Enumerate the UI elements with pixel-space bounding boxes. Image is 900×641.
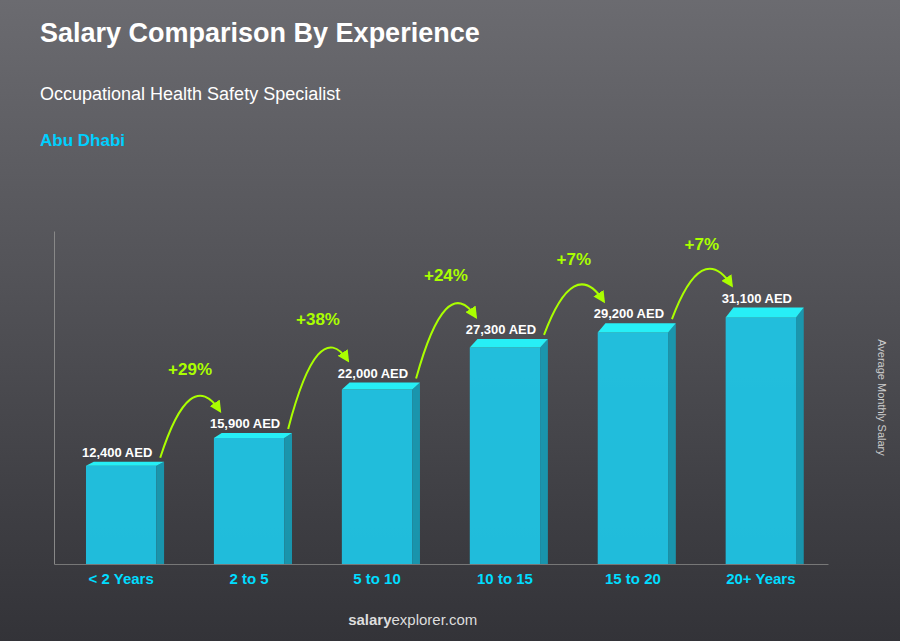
change-label: +29% [168,360,212,379]
bar-front [726,317,796,564]
change-label: +7% [557,250,592,269]
value-label: 31,100 AED [722,291,792,306]
bar-side [284,433,292,564]
bar-front [214,438,284,564]
chart: Salary Comparison By Experience Occupatio… [0,0,900,641]
change-arrow [160,396,220,458]
watermark-bold: salary [348,611,392,628]
x-tick: 2 to 5 [230,564,269,587]
x-tick: 15 to 20 [605,564,661,587]
bar-top [342,383,420,390]
bar-side [668,323,676,564]
x-tick-label: 15 to 20 [605,570,661,587]
bar-top [214,433,292,438]
change-arrows: +29% +38% +24% +7% +7% [160,235,731,458]
background [0,0,900,641]
x-axis-line [55,564,829,565]
y-axis [54,232,55,565]
change-label: +7% [685,235,720,254]
bar [342,383,420,564]
bar-front [598,332,668,564]
bar [470,339,548,564]
x-tick: 5 to 10 [353,564,401,587]
x-tick-label: 10 to 15 [477,570,533,587]
bar-side [796,308,804,564]
bar-top [86,462,164,466]
bars [86,308,804,564]
x-tick: < 2 Years [89,564,154,587]
subtitle: Occupational Health Safety Specialist [40,84,340,104]
bar [598,323,676,564]
bar-top [598,323,676,332]
x-tick-label: < 2 Years [89,570,154,587]
change-label: +38% [296,310,340,329]
value-label: 12,400 AED [82,445,152,460]
watermark: salaryexplorer.com [348,611,477,628]
x-tick: 10 to 15 [477,564,533,587]
value-label: 27,300 AED [466,322,536,337]
change-arrow [672,269,732,320]
value-label: 22,000 AED [338,366,408,381]
change-arrow [288,347,348,428]
value-label: 29,200 AED [594,306,664,321]
bar-top [470,339,548,348]
bar-top [726,308,804,318]
bar-front [86,466,156,564]
x-tick-label: 20+ Years [726,570,795,587]
bar-front [470,348,540,564]
x-tick-label: 5 to 10 [353,570,401,587]
bar [214,433,292,564]
x-tick: 20+ Years [726,564,795,587]
x-axis: < 2 Years 2 to 5 5 to 10 10 to 15 15 to 20 20… [55,564,829,587]
location: Abu Dhabi [40,131,125,150]
bar [86,462,164,564]
bar-side [540,339,548,564]
change-arrow [416,303,476,378]
bar-side [156,462,164,564]
change-arrow [544,284,604,335]
y-axis-line [54,232,55,565]
bar-front [342,390,412,564]
change-label: +24% [424,266,468,285]
watermark-normal: explorer.com [392,611,478,628]
y-axis-title: Average Monthly Salary [876,339,888,456]
x-tick-label: 2 to 5 [230,570,269,587]
bar-side [412,383,420,564]
bar [726,308,804,564]
title: Salary Comparison By Experience [40,18,480,48]
value-labels: 12,400 AED 15,900 AED 22,000 AED 27,300 AED… [82,291,792,460]
value-label: 15,900 AED [210,416,280,431]
plot: < 2 Years 2 to 5 5 to 10 10 to 15 15 to 20 20… [55,232,829,587]
